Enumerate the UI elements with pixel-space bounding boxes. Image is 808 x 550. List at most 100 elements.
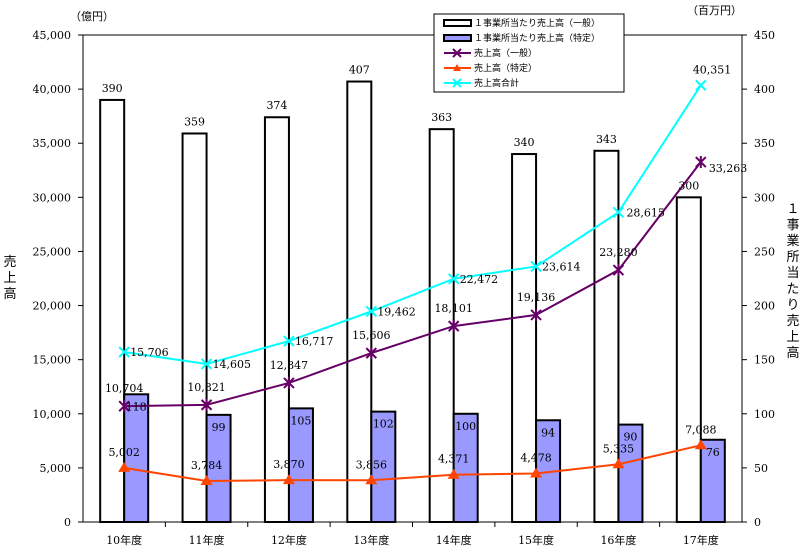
line-marker bbox=[447, 273, 460, 285]
right-axis-tick-label: 450 bbox=[754, 29, 775, 42]
bar-data-label: 94 bbox=[541, 426, 555, 439]
legend-marker bbox=[452, 48, 462, 58]
line-data-label: 15,706 bbox=[130, 346, 169, 359]
x-axis-tick-label: 15年度 bbox=[518, 533, 554, 547]
left-axis-tick-label: 10,000 bbox=[33, 408, 72, 421]
bar-data-label: 359 bbox=[184, 115, 205, 128]
line-series bbox=[124, 161, 702, 408]
bar-data-label: 76 bbox=[706, 446, 720, 459]
x-axis-tick-label: 16年度 bbox=[600, 533, 636, 547]
axis-label-char: り bbox=[786, 298, 799, 313]
line-data-label: 10,704 bbox=[105, 382, 144, 395]
axis-label-char: 売 bbox=[3, 254, 16, 270]
right-axis-tick-label: 0 bbox=[754, 516, 761, 529]
line-data-label: 4,478 bbox=[520, 452, 552, 465]
x-axis-tick-label: 17年度 bbox=[683, 533, 719, 547]
bar-general bbox=[675, 196, 702, 523]
left-axis-tick-label: 0 bbox=[64, 516, 71, 529]
bar-data-label: 343 bbox=[596, 133, 617, 146]
bar-data-label: 118 bbox=[126, 400, 147, 413]
line-data-label: 23,614 bbox=[542, 260, 581, 273]
line-data-label: 19,462 bbox=[377, 305, 416, 318]
line-marker bbox=[530, 260, 542, 273]
axis-label-char: 事 bbox=[786, 218, 799, 233]
x-axis-tick-label: 13年度 bbox=[353, 533, 389, 547]
left-axis-unit: （億円） bbox=[70, 10, 114, 23]
bar-data-label: 407 bbox=[349, 64, 370, 77]
bar-data-label: 374 bbox=[266, 99, 287, 112]
right-axis-label: １事業所当たり売上高 bbox=[786, 202, 799, 361]
legend-label: １事業所当たり売上高（一般） bbox=[474, 17, 600, 29]
line-marker bbox=[118, 400, 130, 413]
line-marker bbox=[200, 475, 213, 486]
line-marker bbox=[365, 347, 378, 360]
axis-label-char: 上 bbox=[3, 271, 16, 286]
bar-specific bbox=[452, 412, 479, 523]
line-data-label: 16,717 bbox=[295, 335, 334, 348]
line-data-label: 10,821 bbox=[187, 381, 226, 394]
bar-general bbox=[346, 80, 373, 523]
axis-label-char: 所 bbox=[786, 250, 799, 265]
axis-label-char: 高 bbox=[786, 345, 799, 361]
line-data-label: 3,856 bbox=[356, 458, 388, 471]
line-data-label: 7,088 bbox=[685, 423, 717, 436]
right-axis-tick-label: 150 bbox=[754, 354, 775, 367]
bar-specific bbox=[287, 407, 314, 523]
line-marker bbox=[612, 206, 625, 219]
x-axis-tick-label: 11年度 bbox=[189, 533, 225, 547]
bar-data-label: 99 bbox=[212, 421, 226, 434]
left-axis-tick-label: 15,000 bbox=[33, 354, 72, 367]
line-marker bbox=[365, 474, 378, 485]
line-marker bbox=[118, 461, 131, 472]
x-axis-tick-label: 10年度 bbox=[106, 533, 142, 547]
axis-label-char: 高 bbox=[3, 286, 16, 302]
legend-marker bbox=[452, 78, 462, 88]
axis-label-char: 上 bbox=[786, 330, 799, 345]
bar-data-label: 100 bbox=[455, 420, 476, 433]
line-data-label: 40,351 bbox=[693, 63, 732, 76]
left-axis-tick-label: 25,000 bbox=[33, 245, 72, 258]
line-marker bbox=[695, 79, 707, 92]
left-axis-tick-label: 35,000 bbox=[33, 137, 72, 150]
legend-swatch bbox=[443, 34, 472, 42]
line-marker bbox=[530, 467, 543, 478]
axis-label-char: た bbox=[786, 282, 799, 297]
bar-specific bbox=[123, 393, 150, 524]
line-data-label: 23,280 bbox=[599, 246, 638, 259]
right-axis-unit: （百万円） bbox=[687, 4, 742, 17]
line-marker bbox=[612, 264, 625, 277]
line-data-label: 14,605 bbox=[213, 358, 252, 371]
x-axis-tick-label: 12年度 bbox=[271, 533, 307, 547]
bar-data-label: 300 bbox=[678, 179, 699, 192]
axis-label-char: 当 bbox=[786, 266, 799, 281]
line-marker bbox=[365, 305, 378, 318]
line-marker bbox=[283, 376, 295, 389]
legend-label: 売上高合計 bbox=[474, 77, 519, 89]
line-data-label: 22,472 bbox=[460, 273, 499, 286]
left-axis-tick-label: 30,000 bbox=[33, 191, 72, 204]
left-axis-tick-label: 5,000 bbox=[40, 462, 72, 475]
line-data-label: 28,615 bbox=[626, 206, 665, 219]
line-data-label: 15,606 bbox=[352, 329, 391, 342]
line-marker bbox=[283, 335, 295, 347]
line-data-label: 19,136 bbox=[517, 291, 556, 304]
line-data-label: 5,335 bbox=[603, 442, 635, 455]
right-axis-tick-label: 300 bbox=[754, 191, 775, 204]
left-axis-label: 売上高 bbox=[3, 254, 16, 302]
bar-data-label: 90 bbox=[623, 431, 637, 444]
line-data-label: 12,847 bbox=[270, 359, 309, 372]
line-series bbox=[124, 84, 702, 365]
legend-label: １事業所当たり売上高（特定） bbox=[474, 32, 600, 44]
line-series bbox=[124, 444, 702, 483]
line-marker bbox=[694, 439, 707, 450]
right-axis-tick-label: 350 bbox=[754, 137, 775, 150]
axis-label-char: １ bbox=[786, 202, 799, 217]
right-axis-tick-label: 200 bbox=[754, 300, 775, 313]
left-axis-tick-label: 20,000 bbox=[33, 300, 72, 313]
legend-marker bbox=[453, 64, 461, 71]
right-axis-tick-label: 50 bbox=[754, 462, 768, 475]
line-marker bbox=[447, 468, 460, 479]
x-axis-tick-label: 14年度 bbox=[436, 533, 472, 547]
bar-data-label: 390 bbox=[102, 82, 123, 95]
